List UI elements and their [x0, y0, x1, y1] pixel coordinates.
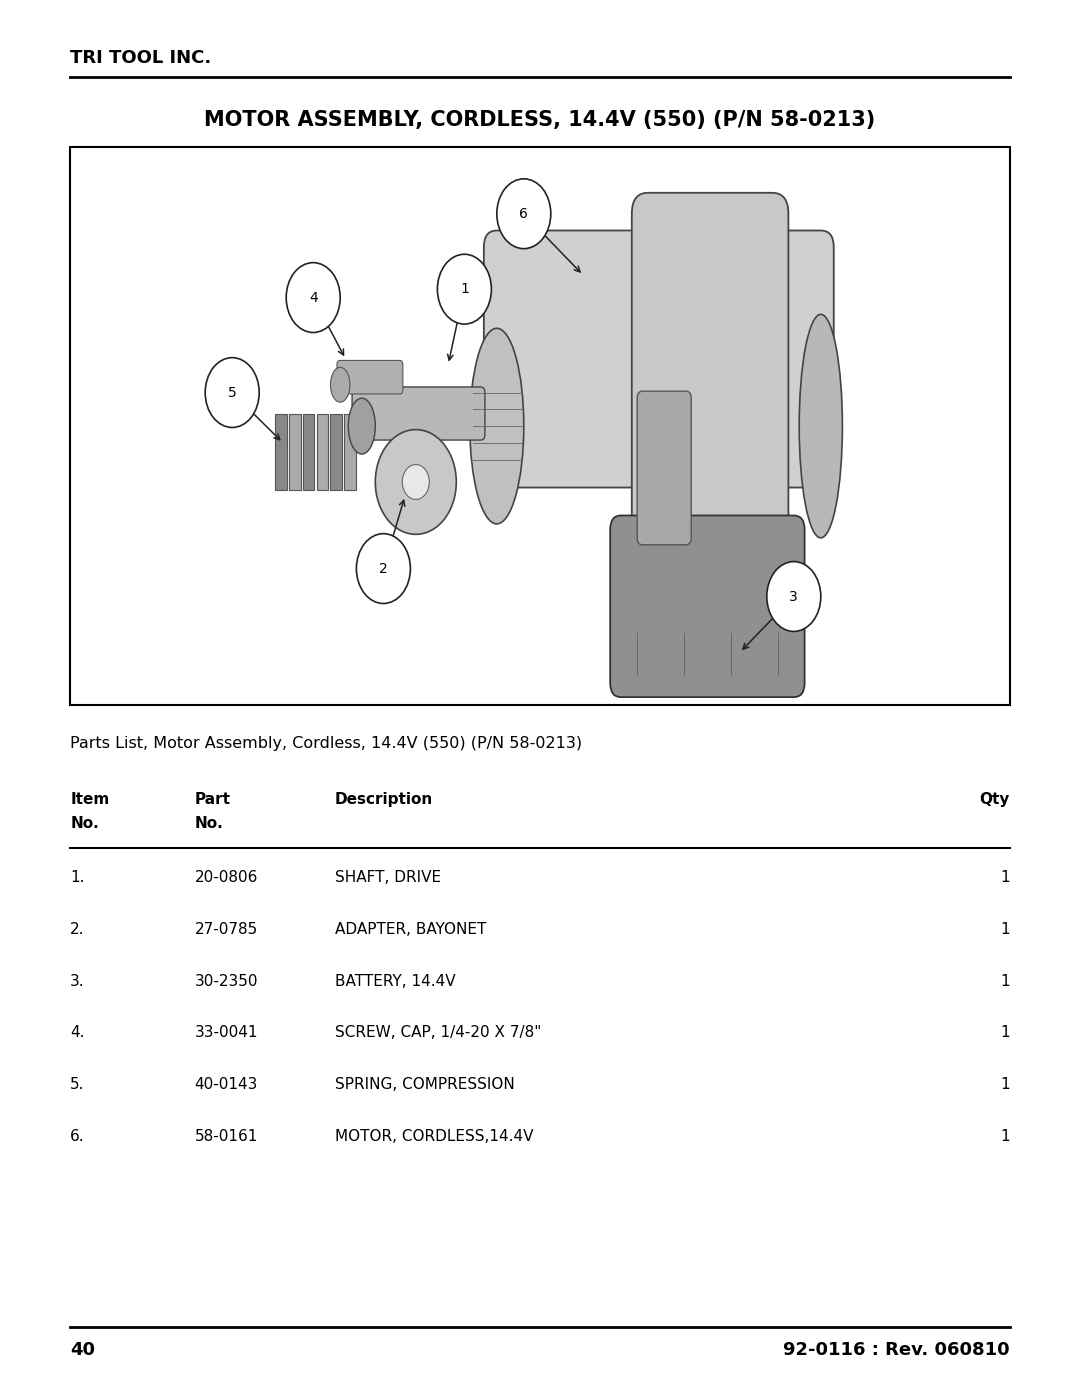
Ellipse shape	[376, 429, 457, 534]
Text: 40: 40	[70, 1341, 95, 1359]
FancyBboxPatch shape	[352, 387, 485, 440]
Bar	[303, 414, 314, 490]
Text: Item: Item	[70, 792, 109, 807]
Text: 6: 6	[519, 207, 528, 221]
Bar	[70, 147, 1010, 705]
Text: No.: No.	[70, 816, 99, 831]
Text: 6.: 6.	[70, 1129, 85, 1144]
Ellipse shape	[402, 464, 430, 499]
Ellipse shape	[348, 398, 376, 454]
Text: 4: 4	[309, 291, 318, 305]
Text: 1: 1	[1000, 1025, 1010, 1041]
Bar	[330, 414, 342, 490]
Text: 33-0041: 33-0041	[194, 1025, 258, 1041]
Circle shape	[356, 534, 410, 604]
Text: 5: 5	[228, 386, 237, 400]
Text: MOTOR ASSEMBLY, CORDLESS, 14.4V (550) (P/N 58-0213): MOTOR ASSEMBLY, CORDLESS, 14.4V (550) (P…	[204, 110, 876, 130]
Text: 5.: 5.	[70, 1077, 84, 1092]
Bar	[275, 414, 287, 490]
Circle shape	[286, 263, 340, 332]
Text: 1: 1	[1000, 922, 1010, 937]
Text: 92-0116 : Rev. 060810: 92-0116 : Rev. 060810	[783, 1341, 1010, 1359]
FancyBboxPatch shape	[632, 193, 788, 654]
Ellipse shape	[799, 314, 842, 538]
Text: 1: 1	[1000, 870, 1010, 886]
Text: TRI TOOL INC.: TRI TOOL INC.	[70, 49, 212, 67]
Text: Qty: Qty	[980, 792, 1010, 807]
Bar	[316, 414, 328, 490]
Text: 1: 1	[1000, 1077, 1010, 1092]
Text: 3: 3	[789, 590, 798, 604]
Text: 1: 1	[1000, 974, 1010, 989]
Text: 2.: 2.	[70, 922, 84, 937]
FancyBboxPatch shape	[637, 391, 691, 545]
Text: 30-2350: 30-2350	[194, 974, 258, 989]
Text: SCREW, CAP, 1/4-20 X 7/8": SCREW, CAP, 1/4-20 X 7/8"	[335, 1025, 541, 1041]
Text: MOTOR, CORDLESS,14.4V: MOTOR, CORDLESS,14.4V	[335, 1129, 534, 1144]
Text: No.: No.	[194, 816, 224, 831]
Text: 20-0806: 20-0806	[194, 870, 258, 886]
Text: Parts List, Motor Assembly, Cordless, 14.4V (550) (P/N 58-0213): Parts List, Motor Assembly, Cordless, 14…	[70, 736, 582, 752]
Text: SPRING, COMPRESSION: SPRING, COMPRESSION	[335, 1077, 514, 1092]
Text: BATTERY, 14.4V: BATTERY, 14.4V	[335, 974, 456, 989]
Text: 4.: 4.	[70, 1025, 84, 1041]
Text: Part: Part	[194, 792, 230, 807]
FancyBboxPatch shape	[484, 231, 834, 488]
FancyBboxPatch shape	[610, 515, 805, 697]
Text: 3.: 3.	[70, 974, 85, 989]
Circle shape	[767, 562, 821, 631]
Circle shape	[497, 179, 551, 249]
Text: SHAFT, DRIVE: SHAFT, DRIVE	[335, 870, 441, 886]
Bar	[345, 414, 355, 490]
Text: Description: Description	[335, 792, 433, 807]
Text: 1: 1	[1000, 1129, 1010, 1144]
Ellipse shape	[330, 367, 350, 402]
Bar	[289, 414, 300, 490]
Ellipse shape	[470, 328, 524, 524]
Circle shape	[437, 254, 491, 324]
Text: 2: 2	[379, 562, 388, 576]
Text: 1: 1	[460, 282, 469, 296]
Text: 58-0161: 58-0161	[194, 1129, 258, 1144]
Text: 40-0143: 40-0143	[194, 1077, 258, 1092]
Text: 27-0785: 27-0785	[194, 922, 258, 937]
Circle shape	[205, 358, 259, 427]
FancyBboxPatch shape	[337, 360, 403, 394]
Text: ADAPTER, BAYONET: ADAPTER, BAYONET	[335, 922, 486, 937]
Text: 1.: 1.	[70, 870, 84, 886]
